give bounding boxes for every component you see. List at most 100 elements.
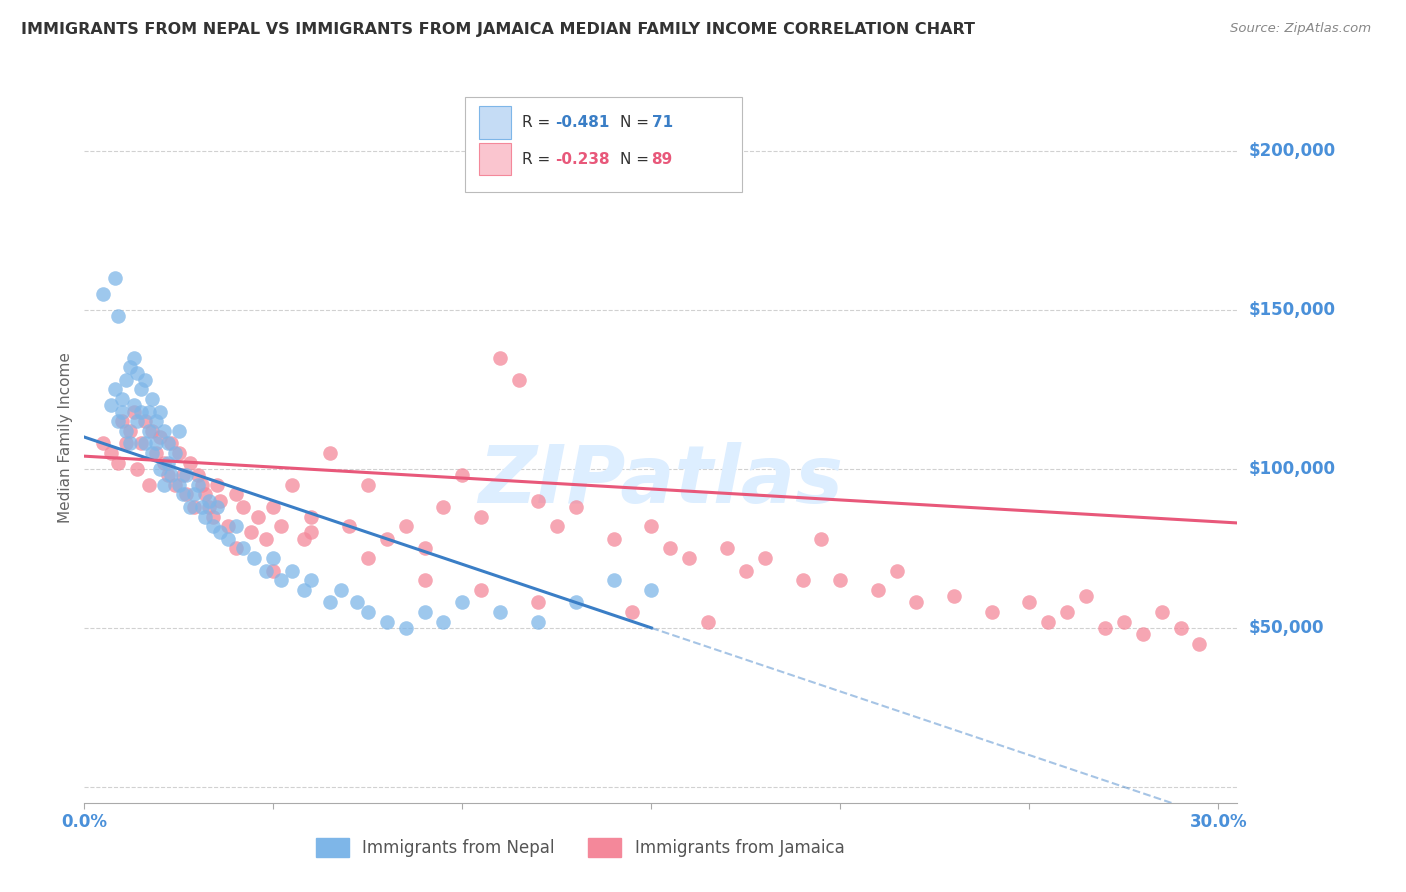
Point (152, 424, 174, 438)
Text: 89: 89 (651, 152, 673, 167)
Point (176, 468, 198, 483)
Point (115, 436, 138, 450)
Text: 71: 71 (651, 115, 672, 130)
Point (134, 436, 156, 450)
Point (179, 500, 201, 514)
Point (156, 436, 179, 450)
Point (198, 493, 221, 508)
Point (127, 462, 149, 476)
Point (205, 477, 228, 491)
Point (225, 541, 247, 556)
Point (111, 414, 134, 428)
Point (659, 541, 682, 556)
Point (104, 383, 127, 397)
Point (357, 477, 380, 491)
Point (187, 468, 209, 483)
FancyBboxPatch shape (478, 106, 510, 138)
Point (225, 487, 247, 501)
Point (107, 456, 129, 470)
Point (697, 615, 720, 629)
Point (152, 456, 174, 470)
Point (107, 414, 129, 428)
Point (904, 595, 927, 609)
Point (111, 404, 134, 418)
Point (205, 500, 228, 514)
Legend: Immigrants from Nepal, Immigrants from Jamaica: Immigrants from Nepal, Immigrants from J… (309, 831, 851, 864)
Point (254, 564, 277, 578)
Point (1018, 595, 1040, 609)
Point (1094, 621, 1116, 635)
Point (145, 446, 167, 460)
Point (299, 509, 322, 524)
Point (716, 541, 738, 556)
Point (413, 573, 436, 587)
Point (160, 468, 183, 483)
Point (122, 404, 145, 418)
Point (183, 500, 205, 514)
Point (508, 373, 530, 387)
Point (91, 287, 114, 301)
Point (527, 595, 550, 609)
Text: $200,000: $200,000 (1249, 142, 1336, 160)
Point (1150, 605, 1173, 619)
Point (194, 509, 217, 524)
Point (217, 532, 239, 546)
Point (167, 477, 190, 491)
Point (209, 525, 232, 540)
Point (190, 500, 212, 514)
Point (141, 446, 163, 460)
Point (145, 436, 167, 450)
Text: $50,000: $50,000 (1249, 619, 1324, 637)
Point (239, 525, 262, 540)
Point (127, 414, 149, 428)
Point (165, 477, 187, 491)
Text: N =: N = (620, 152, 654, 167)
Point (243, 550, 266, 565)
Point (156, 468, 179, 483)
Point (122, 351, 145, 365)
Point (292, 582, 315, 597)
Point (141, 392, 163, 406)
Y-axis label: Median Family Income: Median Family Income (58, 351, 73, 523)
FancyBboxPatch shape (465, 97, 741, 192)
Point (375, 532, 398, 546)
Text: ZIPatlas: ZIPatlas (478, 442, 844, 520)
Point (1074, 589, 1097, 603)
Point (127, 367, 149, 381)
Point (104, 271, 127, 285)
Point (270, 573, 292, 587)
Point (149, 404, 172, 418)
Point (527, 493, 550, 508)
Point (602, 532, 624, 546)
Point (810, 532, 832, 546)
Point (678, 550, 700, 565)
Point (134, 373, 156, 387)
Point (225, 519, 247, 533)
Point (432, 500, 454, 514)
Point (357, 605, 380, 619)
FancyBboxPatch shape (478, 143, 510, 175)
Point (470, 509, 492, 524)
Point (209, 493, 232, 508)
Point (527, 615, 550, 629)
Point (602, 573, 624, 587)
Point (319, 446, 342, 460)
Point (432, 615, 454, 629)
Point (565, 595, 588, 609)
Point (1038, 615, 1060, 629)
Point (100, 398, 122, 412)
Point (281, 564, 304, 578)
Point (942, 589, 965, 603)
Point (395, 519, 418, 533)
Point (489, 605, 512, 619)
Point (281, 477, 304, 491)
Text: N =: N = (620, 115, 654, 130)
Point (375, 615, 398, 629)
Point (138, 424, 160, 438)
Point (262, 564, 284, 578)
Text: Source: ZipAtlas.com: Source: ZipAtlas.com (1230, 22, 1371, 36)
Point (201, 519, 224, 533)
Point (165, 446, 187, 460)
Point (346, 595, 368, 609)
Point (546, 519, 568, 533)
